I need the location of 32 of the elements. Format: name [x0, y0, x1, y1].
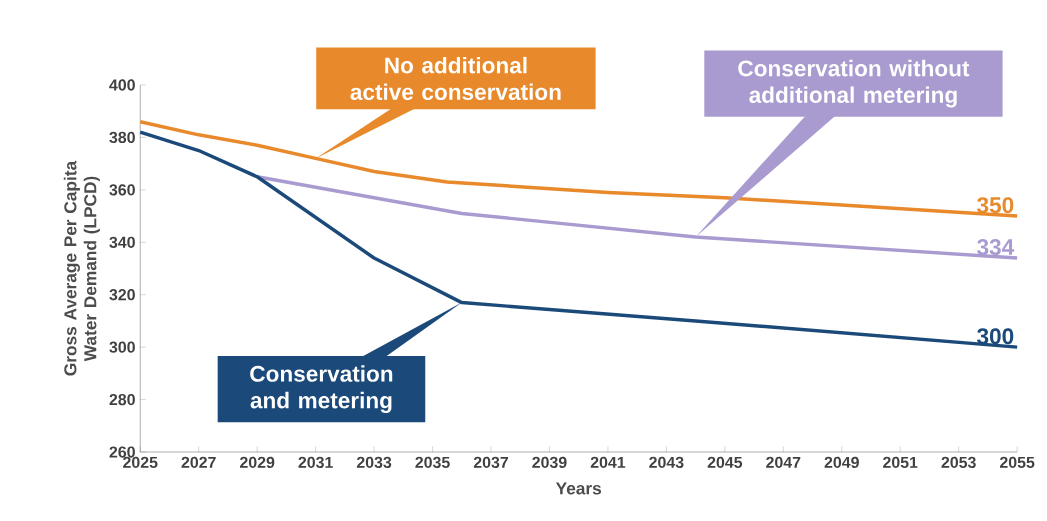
data-label: 334: [977, 239, 1015, 256]
y-tick-label: 320: [109, 289, 135, 301]
text: Conservation without additional metering: [738, 59, 970, 108]
text: Conservation and metering: [250, 365, 393, 413]
text: No additional active conservation: [350, 56, 561, 101]
y-axis-title: Gross Average Per Capita Water Demand (LPCD): [63, 160, 100, 376]
x-tick-label: 2049: [824, 456, 859, 468]
x-tick-label: 2039: [532, 456, 567, 469]
data-label: 350: [977, 197, 1014, 214]
x-tick-label: 2037: [473, 456, 509, 469]
y-tick-label: 400: [109, 79, 135, 91]
y-tick-label: 380: [109, 131, 135, 144]
y-tick-label: 280: [109, 393, 135, 406]
y-tick-label: 360: [109, 184, 135, 196]
x-axis-title: Years: [555, 482, 602, 495]
x-tick-label: 2051: [883, 456, 918, 468]
x-tick-label: 2047: [766, 456, 801, 468]
y-tick-label: 300: [109, 341, 135, 353]
x-tick-label: 2043: [649, 456, 684, 469]
x-tick-label: 2031: [298, 456, 333, 469]
x-tick-label: 2055: [999, 456, 1035, 468]
x-tick-label: 2027: [181, 456, 216, 468]
x-tick-label: 2029: [239, 456, 275, 468]
x-tick-label: 2045: [707, 456, 743, 468]
x-tick-label: 2033: [356, 456, 392, 469]
x-tick-label: 2041: [590, 456, 626, 468]
y-tick-label: 260: [109, 446, 135, 458]
x-tick-label: 2053: [941, 456, 976, 469]
x-tick-label: 2035: [415, 456, 450, 469]
y-tick-label: 340: [109, 236, 135, 248]
x-tick-label: 2025: [123, 456, 158, 468]
data-label: 300: [977, 328, 1014, 345]
